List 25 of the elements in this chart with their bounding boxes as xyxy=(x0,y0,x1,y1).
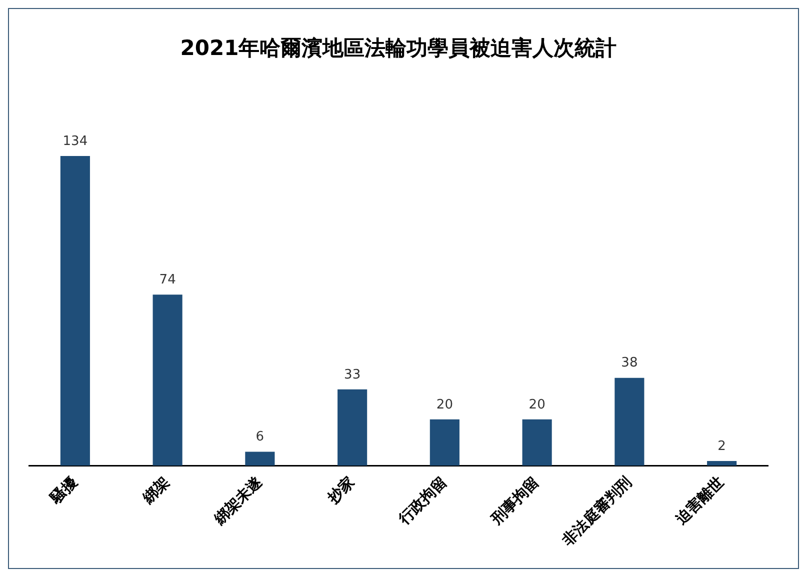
data-label: 2 xyxy=(718,438,726,454)
x-tick-label: 非法庭審判刑 xyxy=(558,472,636,550)
data-label: 6 xyxy=(256,430,264,445)
bar xyxy=(430,419,460,466)
x-tick-label: 抄家 xyxy=(323,472,358,508)
bar xyxy=(245,452,275,466)
data-label: 38 xyxy=(621,356,638,371)
x-tick-label: 迫害離世 xyxy=(672,472,728,529)
data-label: 74 xyxy=(159,272,176,288)
data-label: 20 xyxy=(436,397,453,412)
bar xyxy=(152,294,182,466)
bar xyxy=(707,461,737,466)
chart-title: 2021年哈爾濱地區法輪功學員被迫害人次統計 xyxy=(180,36,617,60)
data-label: 20 xyxy=(528,397,546,412)
x-tick-label: 刑事拘留 xyxy=(486,472,543,529)
x-tick-label: 綁架未遂 xyxy=(210,472,266,529)
bar xyxy=(522,419,552,466)
x-tick-label: 行政拘留 xyxy=(394,472,450,529)
bar xyxy=(614,378,644,466)
x-tick-label: 騷擾 xyxy=(46,472,81,508)
data-label: 134 xyxy=(62,134,88,149)
data-label: 33 xyxy=(344,367,361,382)
x-tick-label: 綁架 xyxy=(138,472,174,508)
bar xyxy=(60,156,90,466)
bar xyxy=(338,389,368,466)
